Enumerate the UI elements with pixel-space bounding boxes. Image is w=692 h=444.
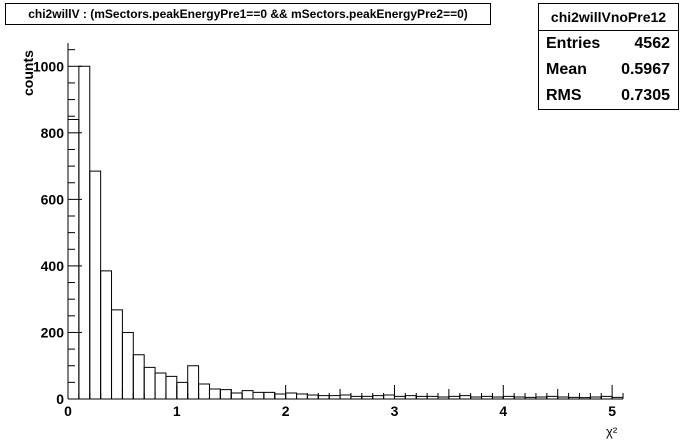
histogram-bin <box>154 372 167 399</box>
histogram-bin <box>67 119 80 399</box>
histogram-bin <box>176 381 189 399</box>
histogram-bin <box>263 391 276 399</box>
x-tick-label: 0 <box>64 403 72 419</box>
stats-rms-label: RMS <box>546 87 582 104</box>
stats-mean-row: Mean 0.5967 <box>539 57 678 83</box>
y-tick-label: 200 <box>41 324 65 340</box>
stats-mean-value: 0.5967 <box>621 61 670 78</box>
histogram-bin <box>306 394 319 399</box>
histogram-bin <box>78 65 91 399</box>
stats-title: chi2willVnoPre12 <box>539 4 678 31</box>
stats-rms-row: RMS 0.7305 <box>539 83 678 109</box>
histogram-bin <box>165 375 178 399</box>
y-axis-label: counts <box>20 50 36 96</box>
chart-title: chi2willV : (mSectors.peakEnergyPre1==0 … <box>5 3 491 25</box>
x-tick-label: 4 <box>499 403 507 419</box>
histogram-bin <box>198 383 210 399</box>
histogram-bin <box>241 390 254 399</box>
histogram-bin <box>132 354 145 399</box>
histogram-bin <box>252 391 265 399</box>
histogram-bin <box>285 392 298 399</box>
y-tick-label: 1000 <box>33 58 64 74</box>
histogram-bin <box>339 394 352 399</box>
stats-entries-value: 4562 <box>634 35 670 52</box>
histogram-bin <box>121 331 134 399</box>
x-tick-label: 5 <box>608 403 616 419</box>
histogram-bin <box>187 365 200 399</box>
stats-mean-label: Mean <box>546 61 587 78</box>
x-tick-label: 2 <box>282 403 290 419</box>
x-tick-label: 1 <box>173 403 181 419</box>
histogram-bin <box>143 366 156 399</box>
stats-rms-value: 0.7305 <box>621 87 670 104</box>
histogram-bin <box>89 170 102 399</box>
stats-box: chi2willVnoPre12 Entries 4562 Mean 0.596… <box>538 3 679 110</box>
histogram-bin <box>100 270 113 399</box>
x-tick-label: 3 <box>391 403 399 419</box>
histogram-bin <box>274 393 287 399</box>
y-tick-label: 800 <box>41 125 65 141</box>
histogram-bin <box>219 389 232 399</box>
y-tick-label: 600 <box>41 191 65 207</box>
histogram-bin <box>208 388 221 399</box>
histogram-bin <box>383 394 395 399</box>
x-axis-label: χ² <box>606 424 618 439</box>
histogram-bin <box>111 309 123 399</box>
y-tick-label: 400 <box>41 258 65 274</box>
y-tick-label: 0 <box>56 391 64 407</box>
histogram-bin <box>230 392 243 399</box>
stats-entries-label: Entries <box>546 35 601 52</box>
histogram-bin <box>296 393 308 399</box>
stats-entries-row: Entries 4562 <box>539 31 678 57</box>
